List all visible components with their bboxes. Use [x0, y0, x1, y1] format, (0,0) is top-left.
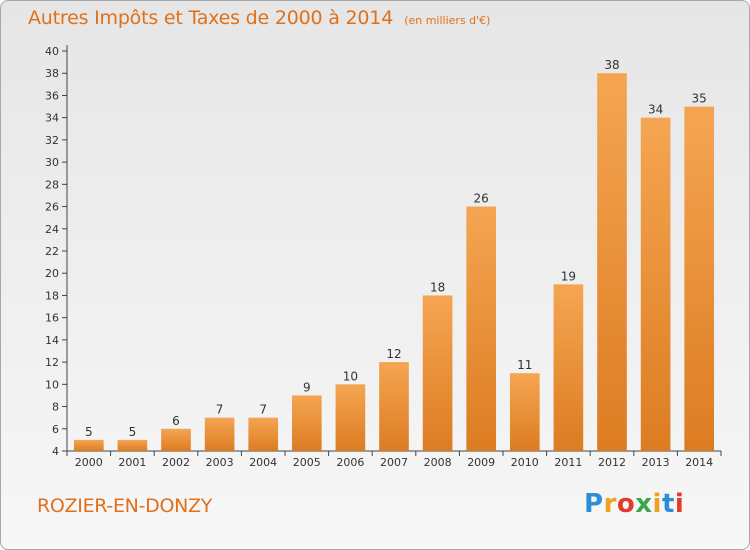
data-label: 9: [303, 380, 311, 394]
chart-title: Autres Impôts et Taxes de 2000 à 2014: [28, 7, 394, 29]
data-label: 10: [343, 369, 358, 383]
bar: [509, 373, 540, 451]
y-tick-label: 28: [45, 178, 59, 191]
x-tick-label: 2001: [118, 456, 146, 469]
bar: [204, 417, 235, 451]
bar: [553, 284, 584, 451]
x-tick-label: 2010: [511, 456, 539, 469]
bar: [73, 439, 104, 451]
logo-letter: t: [661, 489, 675, 519]
bar: [466, 206, 497, 451]
y-tick-label: 36: [45, 89, 59, 102]
data-label: 26: [474, 192, 489, 206]
proxiti-logo: Proxiti: [584, 489, 684, 519]
y-tick-label: 24: [45, 223, 59, 236]
x-tick-label: 2002: [162, 456, 190, 469]
x-tick-label: 2000: [75, 456, 103, 469]
logo-letter: P: [584, 489, 604, 519]
bar: [640, 117, 671, 452]
y-tick-label: 34: [45, 112, 59, 125]
y-tick-label: 18: [45, 289, 59, 302]
data-label: 7: [259, 403, 267, 417]
x-tick-label: 2004: [249, 456, 277, 469]
x-tick-label: 2009: [467, 456, 495, 469]
data-label: 38: [604, 58, 619, 72]
bar: [248, 417, 279, 451]
x-tick-label: 2005: [293, 456, 321, 469]
data-label: 11: [517, 358, 532, 372]
data-label: 18: [430, 280, 445, 294]
chart-title-row: Autres Impôts et Taxes de 2000 à 2014 (e…: [28, 7, 490, 29]
data-label: 19: [561, 269, 576, 283]
x-tick-label: 2013: [642, 456, 670, 469]
y-tick-label: 6: [52, 423, 59, 436]
y-tick-label: 12: [45, 356, 59, 369]
x-tick-label: 2012: [598, 456, 626, 469]
y-tick-label: 40: [45, 45, 59, 58]
logo-letter: o: [616, 489, 636, 519]
y-tick-label: 4: [52, 445, 59, 458]
y-tick-label: 16: [45, 312, 59, 325]
bar: [291, 395, 322, 451]
data-label: 12: [386, 347, 401, 361]
y-tick-label: 22: [45, 245, 59, 258]
bar: [597, 73, 627, 451]
chart-unit: (en milliers d'€): [404, 14, 491, 27]
x-tick-label: 2014: [685, 456, 713, 469]
bar: [117, 439, 148, 451]
logo-letter: i: [652, 489, 662, 519]
data-label: 5: [129, 425, 137, 439]
data-label: 35: [692, 92, 707, 106]
x-tick-label: 2003: [206, 456, 234, 469]
bar: [684, 106, 715, 452]
commune-name: ROZIER-EN-DONZY: [37, 495, 213, 517]
y-tick-label: 30: [45, 156, 59, 169]
x-tick-label: 2008: [424, 456, 452, 469]
data-label: 7: [216, 403, 224, 417]
data-label: 6: [172, 414, 180, 428]
y-tick-label: 26: [45, 201, 59, 214]
bar: [161, 428, 191, 451]
y-tick-label: 8: [52, 401, 59, 414]
x-tick-label: 2006: [336, 456, 364, 469]
bar: [379, 362, 409, 451]
y-tick-label: 14: [45, 334, 59, 347]
bar: [335, 384, 366, 451]
bar: [422, 295, 453, 451]
logo-letter: i: [674, 489, 685, 519]
data-label: 34: [648, 103, 663, 117]
y-tick-label: 10: [45, 378, 59, 391]
y-tick-label: 20: [45, 267, 59, 280]
logo-letter: r: [603, 489, 617, 519]
logo-letter: x: [635, 489, 653, 519]
y-tick-label: 32: [45, 134, 59, 147]
data-label: 5: [85, 425, 93, 439]
y-tick-label: 38: [45, 67, 59, 80]
x-tick-label: 2011: [554, 456, 582, 469]
x-tick-label: 2007: [380, 456, 408, 469]
